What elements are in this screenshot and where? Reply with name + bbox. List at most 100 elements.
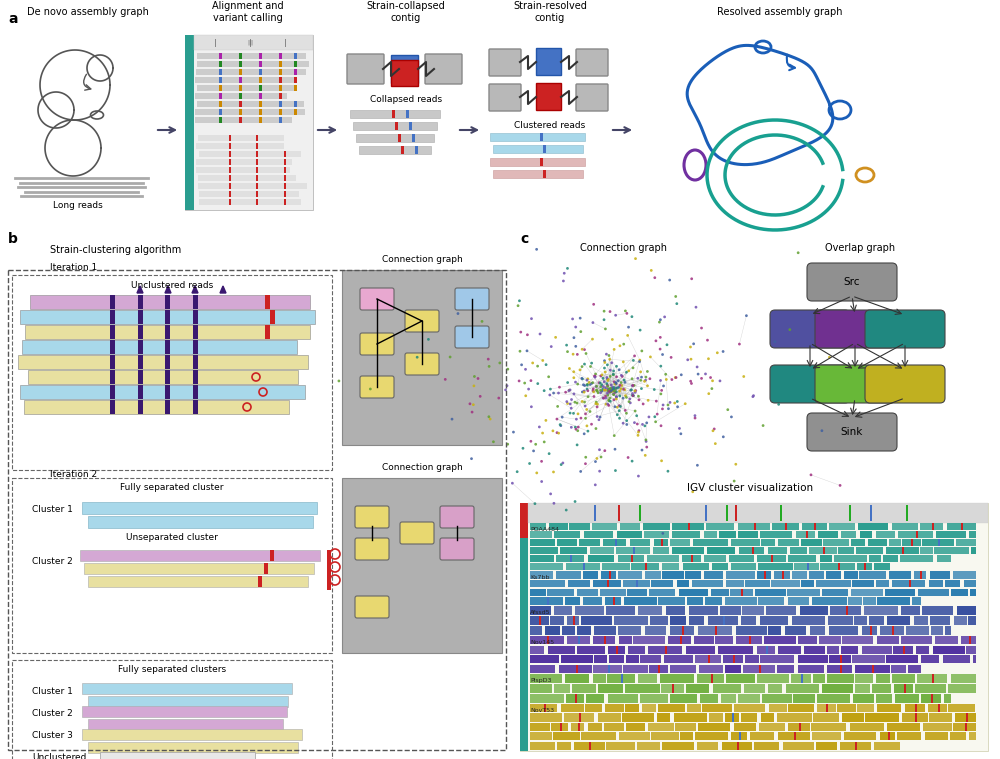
Point (660, 465, 676, 477)
Point (559, 339, 575, 351)
Point (593, 370, 609, 382)
Bar (560, 547, 587, 554)
Bar (557, 539, 577, 546)
Bar (530, 531, 552, 538)
FancyBboxPatch shape (355, 506, 389, 528)
Point (554, 411, 570, 424)
Bar (625, 684, 660, 693)
Point (542, 389, 558, 401)
Bar (920, 523, 943, 530)
Bar (877, 636, 899, 644)
Point (543, 341, 559, 353)
Point (624, 310, 640, 323)
Bar (738, 531, 758, 538)
Point (683, 377, 699, 389)
Point (570, 421, 586, 433)
Point (603, 385, 619, 397)
Bar (662, 563, 679, 570)
Bar (284, 159, 286, 165)
Bar (565, 674, 589, 683)
Bar (606, 742, 635, 750)
Bar (270, 550, 274, 561)
Bar (493, 170, 583, 178)
Bar (256, 159, 258, 165)
Bar (229, 191, 231, 197)
Bar (530, 597, 563, 605)
Bar (571, 723, 584, 731)
Bar (294, 61, 297, 67)
Point (570, 378, 586, 390)
FancyBboxPatch shape (360, 376, 394, 398)
Bar (543, 145, 546, 153)
Bar (279, 61, 282, 67)
Text: Iteration 1: Iteration 1 (50, 263, 97, 272)
Point (585, 385, 601, 397)
Point (612, 340, 628, 352)
Point (703, 371, 719, 383)
Bar (745, 580, 770, 587)
Point (517, 377, 533, 389)
Point (576, 358, 592, 370)
Point (624, 389, 640, 402)
Point (583, 361, 599, 373)
Bar (841, 531, 856, 538)
Bar (874, 742, 900, 750)
Bar (794, 732, 796, 741)
Bar (82, 729, 302, 740)
Point (642, 351, 658, 363)
FancyBboxPatch shape (360, 333, 394, 355)
Bar (193, 400, 198, 414)
Bar (391, 60, 418, 86)
Bar (901, 606, 920, 615)
Bar (908, 664, 921, 673)
Bar (668, 636, 691, 644)
Point (683, 375, 699, 387)
Point (578, 412, 594, 424)
Bar (798, 655, 828, 663)
Bar (165, 310, 170, 324)
Bar (801, 674, 803, 683)
Point (638, 371, 654, 383)
Point (598, 392, 614, 405)
Point (572, 364, 588, 376)
Bar (930, 571, 950, 578)
Bar (581, 616, 612, 625)
Point (474, 315, 490, 327)
Bar (193, 310, 198, 324)
Bar (88, 696, 288, 707)
Point (684, 272, 700, 285)
Point (608, 393, 624, 405)
Point (612, 390, 628, 402)
Bar (633, 547, 635, 554)
Point (623, 384, 639, 396)
Point (600, 380, 616, 392)
Bar (640, 694, 668, 703)
Point (588, 396, 604, 408)
Point (687, 412, 703, 424)
Bar (614, 616, 648, 625)
Point (592, 377, 608, 389)
Point (655, 348, 671, 361)
Point (669, 395, 685, 408)
Bar (840, 664, 842, 673)
Bar (819, 636, 841, 644)
Text: Iteration 2: Iteration 2 (50, 470, 97, 479)
FancyBboxPatch shape (770, 365, 850, 403)
Bar (922, 539, 954, 546)
Point (648, 395, 664, 407)
Bar (851, 539, 865, 546)
Bar (928, 704, 947, 712)
Text: Ks7bb: Ks7bb (530, 575, 549, 580)
Bar (918, 588, 949, 597)
Point (621, 365, 637, 377)
Bar (670, 694, 697, 703)
Point (612, 385, 628, 397)
Bar (165, 385, 170, 399)
Bar (88, 742, 298, 753)
Bar (889, 571, 911, 578)
Bar (294, 85, 297, 91)
Bar (197, 61, 309, 67)
Bar (790, 547, 807, 554)
Point (598, 382, 614, 394)
Bar (279, 101, 282, 107)
